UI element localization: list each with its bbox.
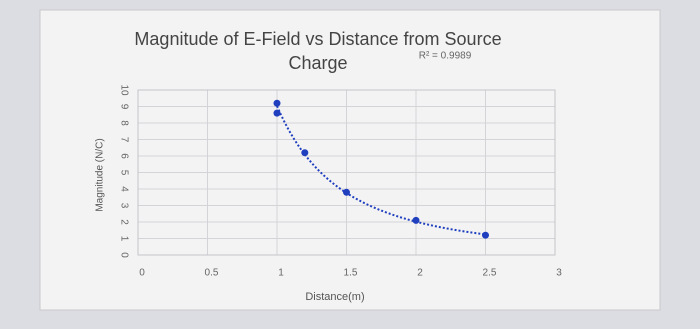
- y-tick-label: 9: [118, 104, 129, 110]
- y-tick-label: 6: [118, 153, 129, 159]
- data-point: [412, 216, 420, 224]
- y-tick-label: 8: [118, 120, 129, 126]
- x-tick-label: 0: [139, 268, 145, 279]
- x-tick-label: 0.5: [205, 268, 219, 279]
- x-tick-label: 2.5: [483, 268, 497, 279]
- data-point: [343, 188, 350, 196]
- y-tick-label: 2: [118, 219, 129, 225]
- y-tick-label: 3: [118, 203, 129, 209]
- data-point: [273, 109, 281, 117]
- y-tick-label: 0: [118, 252, 129, 258]
- x-axis-label: Distance(m): [305, 291, 364, 303]
- y-axis-label: Magnitude (N/C): [95, 138, 106, 211]
- y-tick-label: 7: [118, 137, 129, 143]
- data-point: [301, 149, 309, 157]
- data-point: [273, 99, 281, 107]
- chart-frame: [39, 9, 661, 311]
- x-tick-label: 3: [556, 268, 562, 279]
- y-tick-label: 10: [118, 84, 129, 96]
- r-squared: R² = 0.9989: [419, 51, 472, 62]
- plot-border: [137, 89, 556, 256]
- chart-title: Magnitude of E-Field vs Distance from So…: [134, 29, 502, 73]
- data-point: [482, 231, 489, 239]
- y-tick-label: 4: [118, 186, 129, 192]
- x-tick-label: 2: [417, 268, 423, 279]
- trendline: [276, 105, 486, 236]
- y-tick-label: 1: [118, 236, 129, 242]
- y-tick-label: 5: [118, 170, 129, 176]
- x-tick-label: 1: [278, 268, 284, 279]
- x-tick-label: 1.5: [344, 268, 358, 279]
